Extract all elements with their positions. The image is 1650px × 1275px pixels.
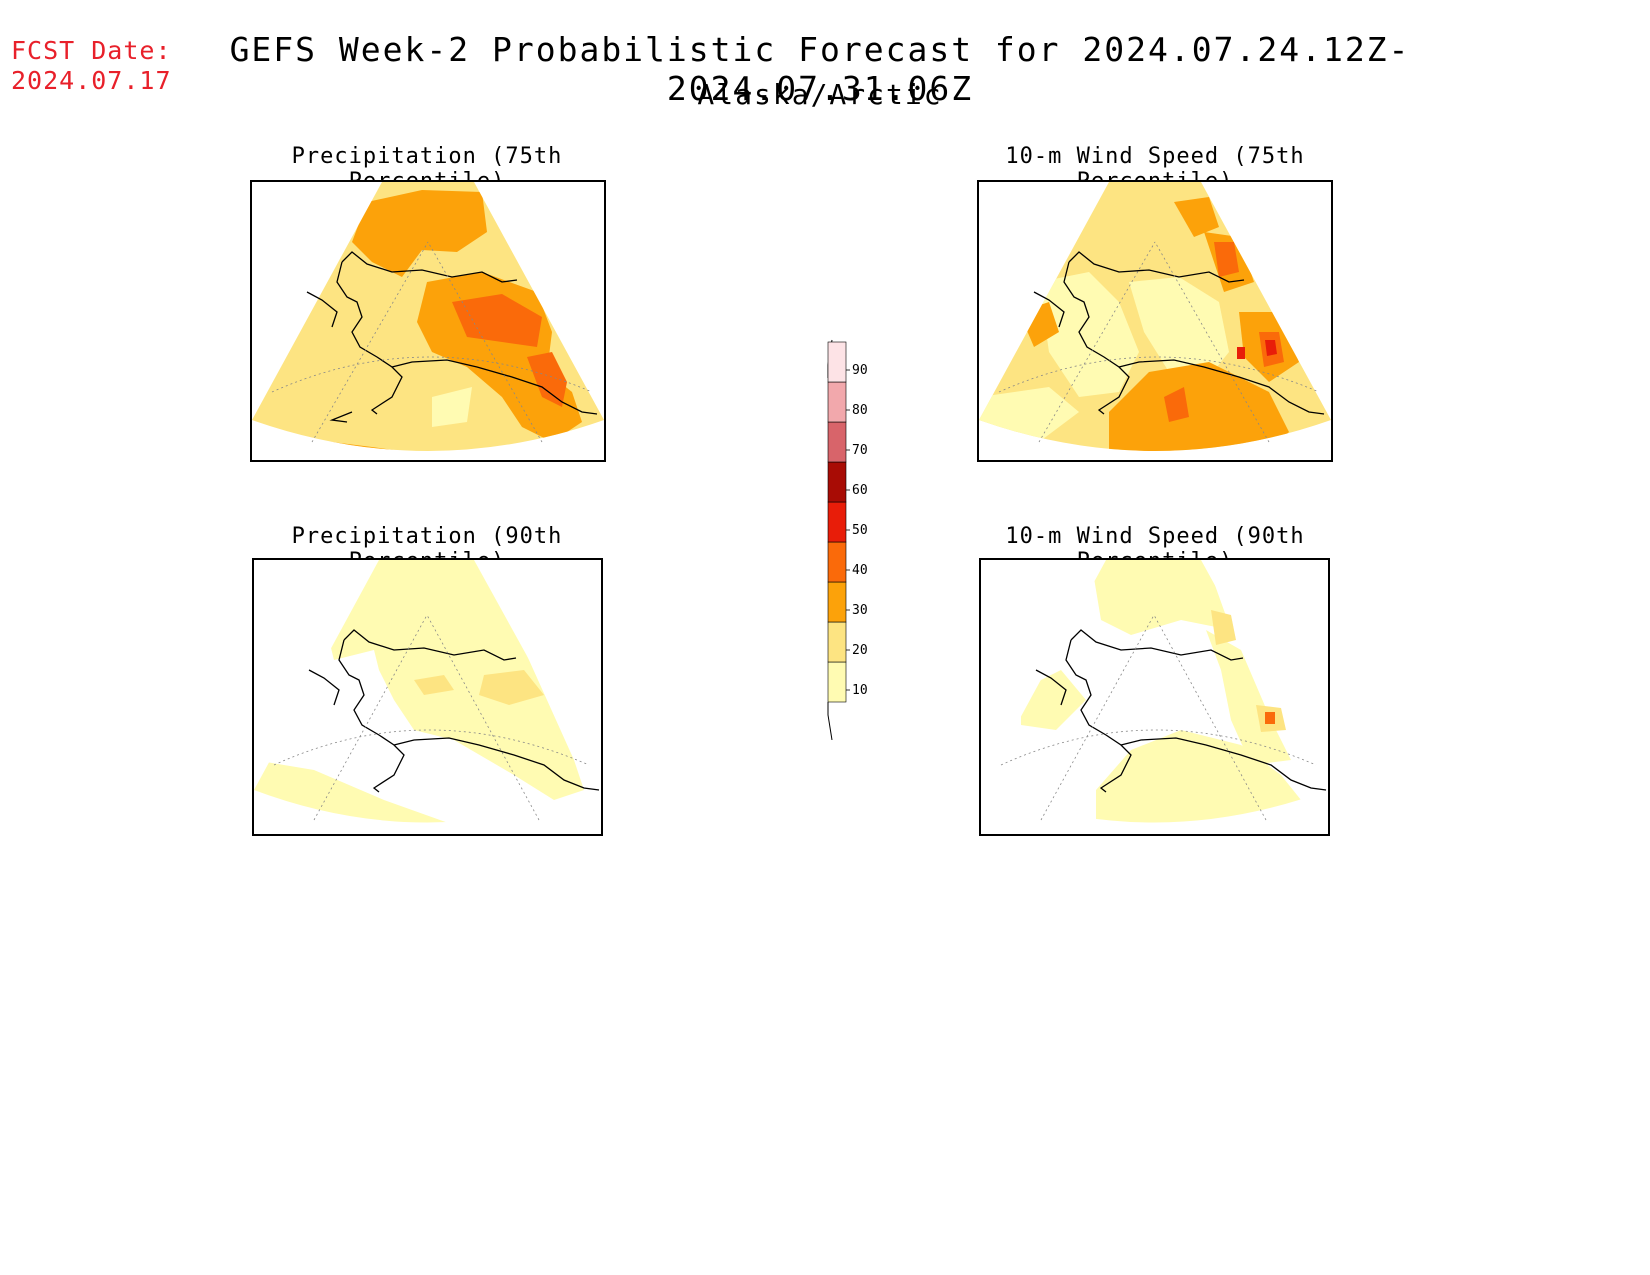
colorbar: 10 20 30 40 50 60 70 80 90 <box>827 339 868 740</box>
colorbar-label: 30 <box>852 603 868 618</box>
forecast-date-caption: FCST Date: <box>11 36 172 65</box>
page-subtitle: Alaska/Arctic <box>697 78 943 111</box>
wind-90-map <box>981 560 1328 823</box>
colorbar-box-80 <box>827 381 847 423</box>
precip-75-map <box>252 182 604 451</box>
map-panel-precip-75 <box>250 180 606 462</box>
colorbar-box-50 <box>827 501 847 543</box>
colorbar-box-40 <box>827 541 847 583</box>
colorbar-label: 20 <box>852 643 868 658</box>
colorbar-box-70 <box>827 421 847 463</box>
precip-90-map <box>254 560 601 823</box>
colorbar-label: 80 <box>852 403 868 418</box>
colorbar-label: 90 <box>852 363 868 378</box>
colorbar-label: 60 <box>852 483 868 498</box>
forecast-date-label: FCST Date: 2024.07.17 <box>11 36 172 96</box>
colorbar-box-30 <box>827 581 847 623</box>
colorbar-bottom-arrow <box>827 702 833 740</box>
colorbar-box-10 <box>827 661 847 703</box>
colorbar-box-90 <box>827 341 847 383</box>
colorbar-label: 40 <box>852 563 868 578</box>
wind-75-map <box>979 182 1331 451</box>
colorbar-label: 50 <box>852 523 868 538</box>
map-panel-wind-90 <box>979 558 1330 836</box>
colorbar-box-20 <box>827 621 847 663</box>
colorbar-box-60 <box>827 461 847 503</box>
page-title: GEFS Week-2 Probabilistic Forecast for 2… <box>229 30 1411 108</box>
colorbar-label: 10 <box>852 683 868 698</box>
map-panel-precip-90 <box>252 558 603 836</box>
forecast-date-value: 2024.07.17 <box>11 66 172 95</box>
map-panel-wind-75 <box>977 180 1333 462</box>
colorbar-label: 70 <box>852 443 868 458</box>
